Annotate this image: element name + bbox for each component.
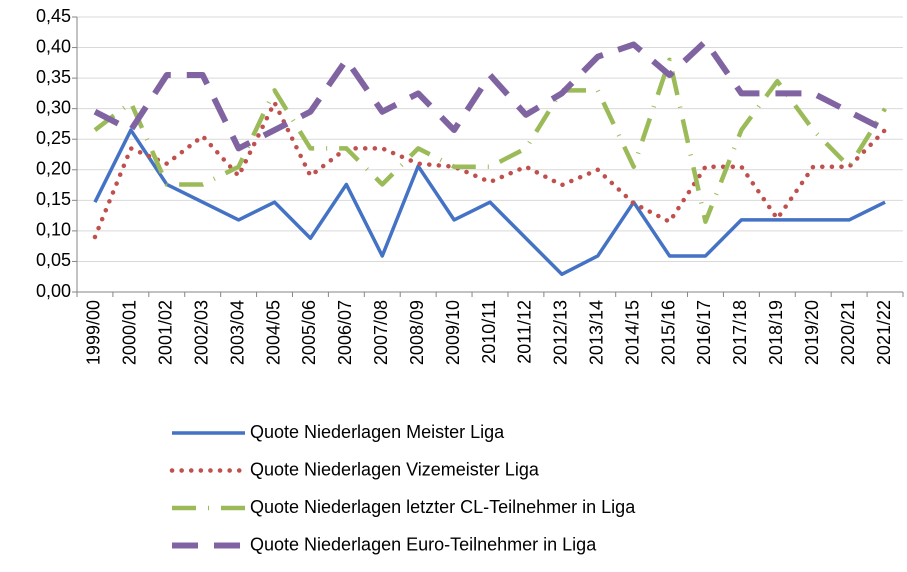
y-tick-label: 0,35 [36,67,71,87]
x-tick-label: 2003/04 [227,300,247,365]
x-tick-label: 2016/17 [694,300,714,365]
y-tick-label: 0,00 [36,281,71,301]
y-tick-label: 0,10 [36,220,71,240]
series-line [92,100,888,240]
x-tick-label: 2015/16 [658,300,678,365]
legend-label: Quote Niederlagen letzter CL-Teilnehmer … [250,497,636,517]
x-tick-label: 2009/10 [443,300,463,365]
x-tick-label: 2008/09 [407,300,427,365]
y-tick-label: 0,20 [36,159,71,179]
y-tick-label: 0,05 [36,250,71,270]
x-tick-label: 2001/02 [156,300,176,365]
series-line [93,57,887,224]
x-tick-label: 2002/03 [191,300,211,365]
x-tick-label: 2010/11 [479,300,499,364]
y-tick-label: 0,25 [36,128,71,148]
x-tick-label: 2007/08 [371,300,391,365]
x-tick-label: 2006/07 [335,300,355,365]
x-tick-label: 1999/00 [84,300,104,365]
x-tick-label: 2004/05 [263,300,283,365]
x-tick-label: 2021/22 [874,300,894,365]
legend-label: Quote Niederlagen Vizemeister Liga [250,459,540,479]
x-tick-label: 2020/21 [838,300,858,365]
y-tick-label: 0,45 [36,6,71,26]
y-tick-label: 0,40 [36,36,71,56]
x-tick-label: 2018/19 [766,300,786,365]
y-tick-label: 0,30 [36,97,71,117]
x-tick-label: 2000/01 [120,300,140,365]
x-tick-label: 2012/13 [551,300,571,365]
x-tick-label: 2017/18 [730,300,750,365]
series-line [93,128,886,277]
x-tick-label: 2019/20 [802,300,822,365]
x-tick-label: 2014/15 [622,300,642,365]
x-tick-label: 2005/06 [299,300,319,365]
x-tick-label: 2011/12 [515,300,535,364]
y-tick-label: 0,15 [36,189,71,209]
x-tick-label: 2013/14 [586,300,606,365]
legend-label: Quote Niederlagen Euro-Teilnehmer in Lig… [250,534,597,554]
series-line [93,38,887,152]
legend-label: Quote Niederlagen Meister Liga [250,422,505,442]
